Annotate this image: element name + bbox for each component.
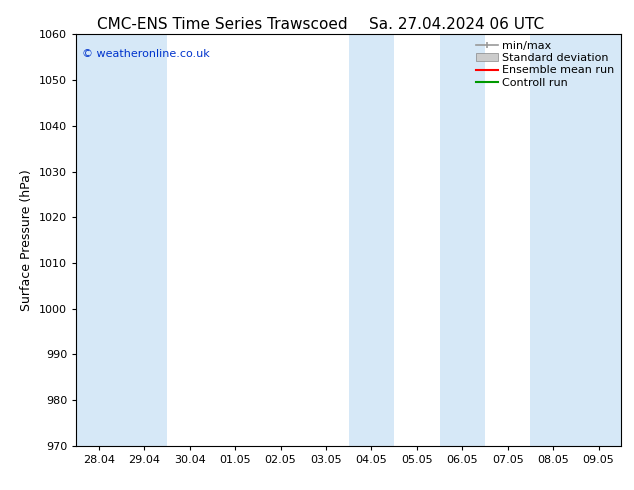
Bar bbox=[439, 34, 485, 446]
Bar bbox=[76, 34, 122, 446]
Text: CMC-ENS Time Series Trawscoed: CMC-ENS Time Series Trawscoed bbox=[96, 17, 347, 32]
Text: Sa. 27.04.2024 06 UTC: Sa. 27.04.2024 06 UTC bbox=[369, 17, 544, 32]
Y-axis label: Surface Pressure (hPa): Surface Pressure (hPa) bbox=[20, 169, 34, 311]
Bar bbox=[349, 34, 394, 446]
Text: © weatheronline.co.uk: © weatheronline.co.uk bbox=[82, 49, 209, 59]
Bar bbox=[122, 34, 167, 446]
Bar bbox=[531, 34, 576, 446]
Bar bbox=[576, 34, 621, 446]
Legend: min/max, Standard deviation, Ensemble mean run, Controll run: min/max, Standard deviation, Ensemble me… bbox=[471, 37, 619, 92]
